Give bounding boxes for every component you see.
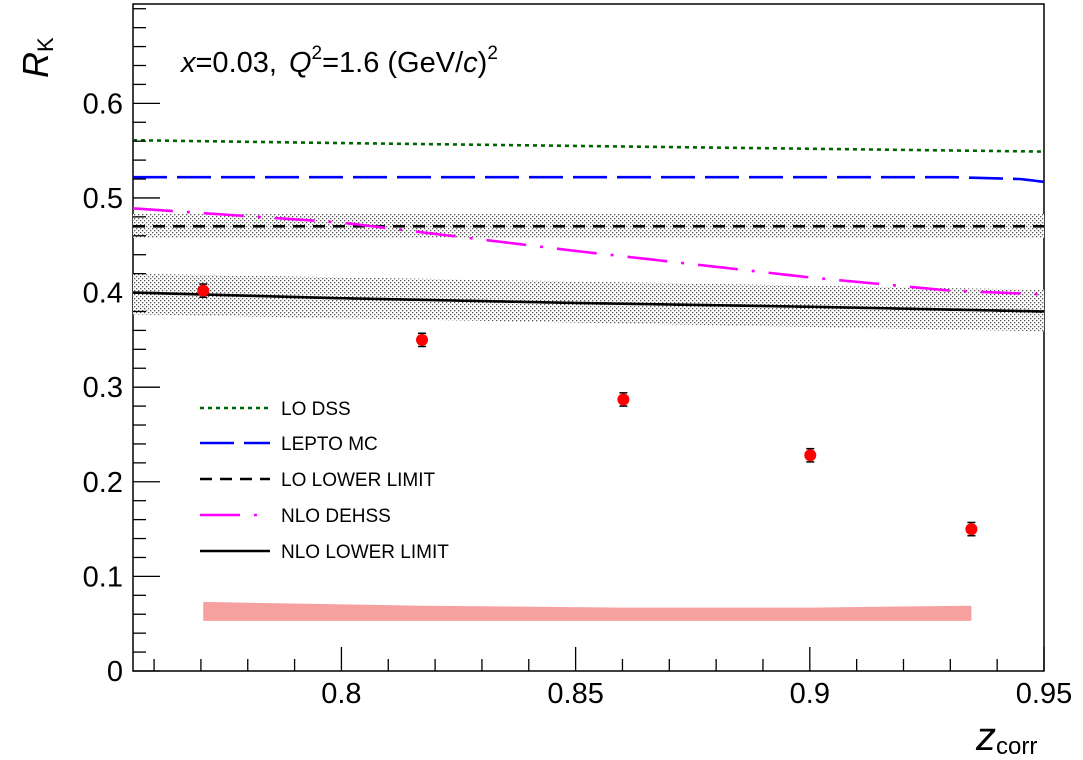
series-line-nlo-lower-limit: [133, 291, 1044, 313]
legend-label: LO LOWER LIMIT: [281, 470, 436, 491]
systematic-band: [203, 601, 972, 621]
x-axis-label: zcorr: [975, 715, 1037, 760]
y-tick-label: 0.4: [83, 278, 123, 310]
y-tick-label: 0.6: [83, 88, 123, 120]
series-line-lepto-mc: [133, 175, 1044, 184]
y-tick-label: 0.2: [83, 467, 123, 499]
ticks-layer: [133, 8, 1045, 672]
legend-item: NLO DEHSS: [200, 506, 391, 527]
y-tick-label: 0: [107, 656, 123, 688]
legend-label: LO DSS: [281, 399, 351, 420]
annotation: x=0.03, Q2=1.6 (GeV/c)2: [179, 43, 498, 79]
y-tick-label: 0.1: [83, 561, 123, 593]
error-band-0: [133, 214, 1044, 238]
legend-item: NLO LOWER LIMIT: [200, 542, 449, 563]
x-tick-label: 0.85: [547, 678, 603, 710]
legend-item: LO LOWER LIMIT: [200, 470, 436, 491]
plot-frame: [132, 3, 1045, 672]
x-tick-label: 0.8: [321, 678, 361, 710]
legend-item: LEPTO MC: [200, 434, 378, 455]
data-point: [965, 523, 978, 536]
tick-labels-layer: 0.8 0.85 0.9 0.95 0 0.1 0.2 0.3 0.4 0.5 0.6: [83, 88, 1073, 710]
bands-layer: [133, 214, 1044, 621]
series-line-nlo-dehss: [133, 207, 1044, 296]
legend-label: NLO LOWER LIMIT: [281, 542, 449, 563]
y-axis-label: RK: [15, 37, 58, 78]
x-tick-label: 0.9: [790, 678, 830, 710]
legend-item: LO DSS: [200, 399, 351, 420]
points-layer: [197, 283, 978, 537]
y-tick-label: 0.3: [83, 372, 123, 404]
legend-label: LEPTO MC: [281, 434, 378, 455]
curves-layer: [133, 138, 1044, 313]
data-point: [415, 333, 428, 346]
data-point: [804, 449, 817, 462]
series-line-lo-dss: [133, 138, 1044, 153]
x-tick-label: 0.95: [1016, 678, 1072, 710]
legend: LO DSS LEPTO MC LO LOWER LIMIT NLO DEHSS NLO…: [200, 399, 449, 563]
data-point: [617, 393, 630, 406]
y-tick-label: 0.5: [83, 183, 123, 215]
data-point: [197, 284, 210, 297]
legend-label: NLO DEHSS: [281, 506, 391, 527]
